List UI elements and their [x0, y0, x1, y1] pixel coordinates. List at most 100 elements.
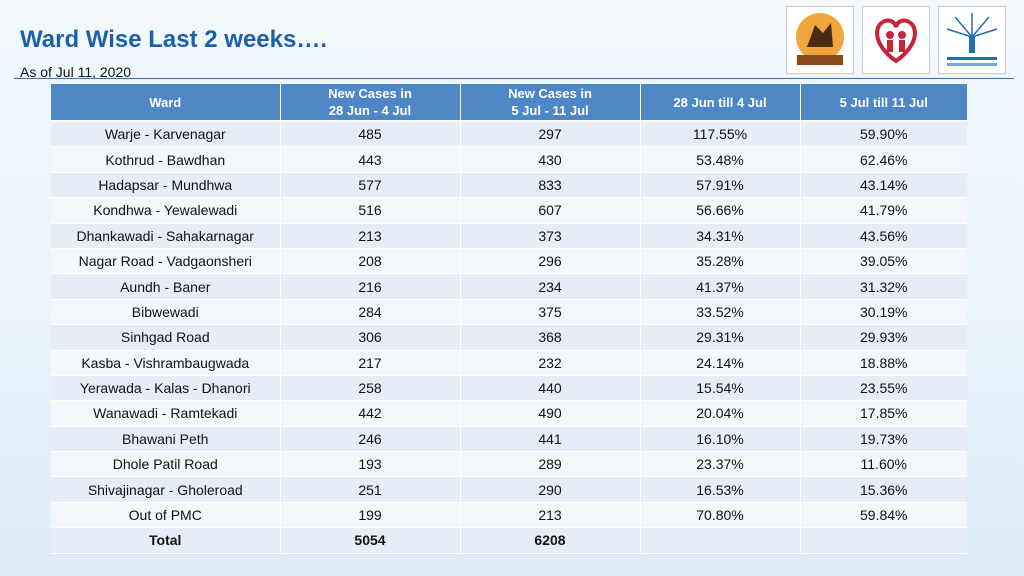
ward-cell: Dhankawadi - Sahakarnagar: [51, 223, 281, 249]
header-text-line: 28 Jun till 4 Jul: [673, 94, 767, 110]
growth-week2-cell: 23.55%: [800, 375, 967, 402]
table-row: Kasba - Vishrambaugwada 217 232 24.14% 18.88…: [51, 350, 967, 376]
cases-week1-cell: 199: [280, 502, 461, 529]
cases-week2-cell: 833: [460, 172, 641, 199]
cases-week2-cell: 213: [460, 502, 641, 529]
cases-week1-cell: 193: [280, 451, 461, 478]
ward-cell: Warje - Karvenagar: [51, 121, 281, 148]
growth-week1-cell: 57.91%: [640, 172, 801, 199]
page-title: Ward Wise Last 2 weeks….: [20, 26, 328, 53]
table-row: Kondhwa - Yewalewadi 516 607 56.66% 41.79%: [51, 197, 967, 224]
cases-week1-cell: 208: [280, 248, 461, 275]
growth-week2-cell: 39.05%: [800, 248, 967, 275]
ward-cell: Kondhwa - Yewalewadi: [51, 197, 281, 224]
table-row: Yerawada - Kalas - Dhanori 258 440 15.54% 23…: [51, 375, 967, 402]
header-text-line: Ward: [149, 94, 182, 110]
ward-cell: Shivajinagar - Gholeroad: [51, 476, 281, 503]
table-row: Bhawani Peth 246 441 16.10% 19.73%: [51, 426, 967, 453]
ward-cell: Bibwewadi: [51, 299, 281, 326]
header-text-line: New Cases in: [328, 86, 412, 101]
table-row: Bibwewadi 284 375 33.52% 30.19%: [51, 299, 967, 326]
growth-week2-cell: 30.19%: [800, 299, 967, 326]
table-row: Out of PMC 199 213 70.80% 59.84%: [51, 502, 967, 529]
growth-week2-cell: 43.56%: [800, 223, 967, 249]
growth-week1-cell: 15.54%: [640, 375, 801, 402]
growth-week2-cell: 17.85%: [800, 400, 967, 427]
header-growth-week1: 28 Jun till 4 Jul: [640, 84, 801, 122]
cases-week1-cell: 443: [280, 146, 461, 173]
pmc-logo: [786, 6, 854, 74]
table-row: Shivajinagar - Gholeroad 251 290 16.53% 15.3…: [51, 476, 967, 503]
table-row: Hadapsar - Mundhwa 577 833 57.91% 43.14%: [51, 172, 967, 199]
table-row: Kothrud - Bawdhan 443 430 53.48% 62.46%: [51, 146, 967, 173]
cases-week1-cell: 217: [280, 350, 461, 376]
growth-week2-cell: 43.14%: [800, 172, 967, 199]
cases-week2-cell: 368: [460, 324, 641, 351]
ward-cell: Aundh - Baner: [51, 273, 281, 300]
growth-week2-cell: 59.84%: [800, 502, 967, 529]
page-subtitle: As of Jul 11, 2020: [20, 64, 132, 80]
growth-week2-cell: 29.93%: [800, 324, 967, 351]
growth-week1-cell: 35.28%: [640, 248, 801, 275]
growth-week1-cell: 16.53%: [640, 476, 801, 503]
ward-cell: Total: [51, 527, 281, 554]
growth-week1-cell: 16.10%: [640, 426, 801, 453]
cases-week1-cell: 516: [280, 197, 461, 224]
ward-cell: Hadapsar - Mundhwa: [51, 172, 281, 199]
cases-week1-cell: 284: [280, 299, 461, 326]
table-row: Sinhgad Road 306 368 29.31% 29.93%: [51, 324, 967, 351]
growth-week1-cell: 20.04%: [640, 400, 801, 427]
table-header-row: Ward New Cases in 28 Jun - 4 Jul New Case…: [51, 84, 967, 122]
health-dept-logo: [862, 6, 930, 74]
cases-week2-cell: 234: [460, 273, 641, 300]
growth-week2-cell: 11.60%: [800, 451, 967, 478]
cases-week2-cell: 440: [460, 375, 641, 402]
ward-cell: Dhole Patil Road: [51, 451, 281, 478]
cases-week1-cell: 246: [280, 426, 461, 453]
cases-week1-cell: 216: [280, 273, 461, 300]
growth-week1-cell: 117.55%: [640, 121, 801, 148]
header-new-cases-week1: New Cases in 28 Jun - 4 Jul: [280, 84, 461, 122]
table-row: Aundh - Baner 216 234 41.37% 31.32%: [51, 273, 967, 300]
title-divider: [14, 78, 1014, 79]
cases-week1-cell: 213: [280, 223, 461, 249]
ward-cell: Sinhgad Road: [51, 324, 281, 351]
growth-week1-cell: 34.31%: [640, 223, 801, 249]
header-text-line: 5 Jul till 11 Jul: [839, 94, 928, 110]
header-text-line: New Cases in: [508, 86, 592, 101]
growth-week2-cell: 19.73%: [800, 426, 967, 453]
growth-week1-cell: 33.52%: [640, 299, 801, 326]
growth-week1-cell: 29.31%: [640, 324, 801, 351]
cases-week1-cell: 251: [280, 476, 461, 503]
header-text-line: 5 Jul - 11 Jul: [511, 103, 589, 118]
cases-week1-cell: 485: [280, 121, 461, 148]
table-row: Warje - Karvenagar 485 297 117.55% 59.90%: [51, 121, 967, 148]
growth-week2-cell: [800, 527, 967, 554]
header-ward: Ward: [51, 84, 281, 122]
cases-week2-cell: 296: [460, 248, 641, 275]
growth-week2-cell: 62.46%: [800, 146, 967, 173]
growth-week2-cell: 18.88%: [800, 350, 967, 376]
pune-smart-city-logo: [938, 6, 1006, 74]
header-text-line: 28 Jun - 4 Jul: [328, 103, 412, 118]
growth-week2-cell: 59.90%: [800, 121, 967, 148]
ward-cell: Kasba - Vishrambaugwada: [51, 350, 281, 376]
growth-week2-cell: 41.79%: [800, 197, 967, 224]
total-row: Total 5054 6208: [51, 527, 967, 554]
cases-week2-cell: 607: [460, 197, 641, 224]
ward-cell: Wanawadi - Ramtekadi: [51, 400, 281, 427]
cases-week2-cell: 441: [460, 426, 641, 453]
cases-week1-cell: 577: [280, 172, 461, 199]
table-row: Dhankawadi - Sahakarnagar 213 373 34.31% 43.…: [51, 223, 967, 249]
growth-week1-cell: [640, 527, 801, 554]
cases-week2-cell: 490: [460, 400, 641, 427]
ward-cell: Kothrud - Bawdhan: [51, 146, 281, 173]
growth-week1-cell: 70.80%: [640, 502, 801, 529]
growth-week2-cell: 31.32%: [800, 273, 967, 300]
growth-week1-cell: 41.37%: [640, 273, 801, 300]
ward-cell: Nagar Road - Vadgaonsheri: [51, 248, 281, 275]
cases-week2-cell: 232: [460, 350, 641, 376]
cases-week2-cell: 6208: [460, 527, 641, 554]
table-row: Wanawadi - Ramtekadi 442 490 20.04% 17.85%: [51, 400, 967, 427]
growth-week1-cell: 24.14%: [640, 350, 801, 376]
